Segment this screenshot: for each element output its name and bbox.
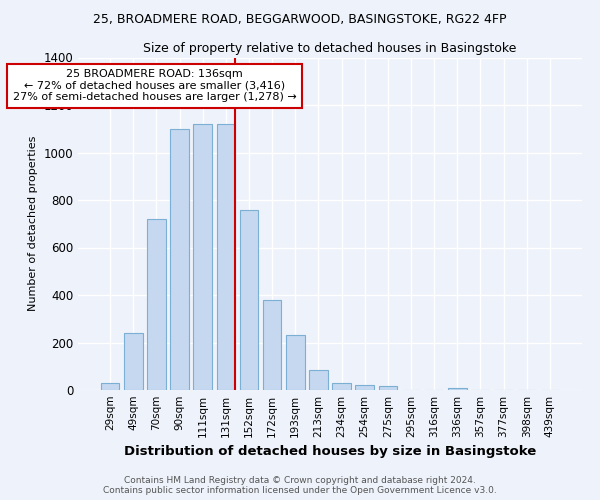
Bar bbox=[379, 386, 397, 390]
Bar bbox=[170, 128, 189, 390]
Bar bbox=[448, 388, 467, 390]
Y-axis label: Number of detached properties: Number of detached properties bbox=[28, 136, 38, 312]
Text: Contains HM Land Registry data © Crown copyright and database right 2024.
Contai: Contains HM Land Registry data © Crown c… bbox=[103, 476, 497, 495]
Bar bbox=[309, 370, 328, 390]
Bar bbox=[193, 124, 212, 390]
Text: 25 BROADMERE ROAD: 136sqm
← 72% of detached houses are smaller (3,416)
27% of se: 25 BROADMERE ROAD: 136sqm ← 72% of detac… bbox=[13, 69, 296, 102]
Text: 25, BROADMERE ROAD, BEGGARWOOD, BASINGSTOKE, RG22 4FP: 25, BROADMERE ROAD, BEGGARWOOD, BASINGST… bbox=[93, 12, 507, 26]
Bar bbox=[101, 383, 119, 390]
Bar bbox=[240, 210, 258, 390]
Bar bbox=[286, 336, 305, 390]
Bar bbox=[217, 124, 235, 390]
Bar bbox=[147, 219, 166, 390]
Bar bbox=[332, 383, 351, 390]
Bar bbox=[263, 300, 281, 390]
X-axis label: Distribution of detached houses by size in Basingstoke: Distribution of detached houses by size … bbox=[124, 446, 536, 458]
Title: Size of property relative to detached houses in Basingstoke: Size of property relative to detached ho… bbox=[143, 42, 517, 55]
Bar bbox=[124, 333, 143, 390]
Bar bbox=[355, 385, 374, 390]
